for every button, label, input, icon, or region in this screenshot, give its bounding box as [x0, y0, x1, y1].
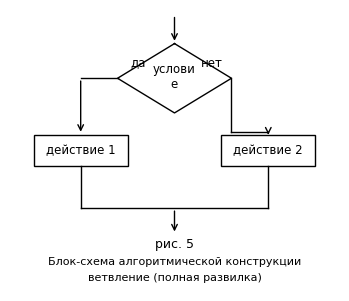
Text: Блок-схема алгоритмической конструкции: Блок-схема алгоритмической конструкции [48, 257, 301, 267]
Text: нет: нет [200, 57, 222, 70]
Text: ветвление (полная развилка): ветвление (полная развилка) [88, 273, 261, 283]
Bar [221, 135, 315, 166]
Bar [34, 135, 128, 166]
Text: да: да [130, 57, 145, 70]
Text: рис. 5: рис. 5 [155, 238, 194, 251]
Text: действие 2: действие 2 [233, 144, 303, 157]
Text: услови
е: услови е [153, 63, 196, 91]
Text: действие 1: действие 1 [46, 144, 116, 157]
